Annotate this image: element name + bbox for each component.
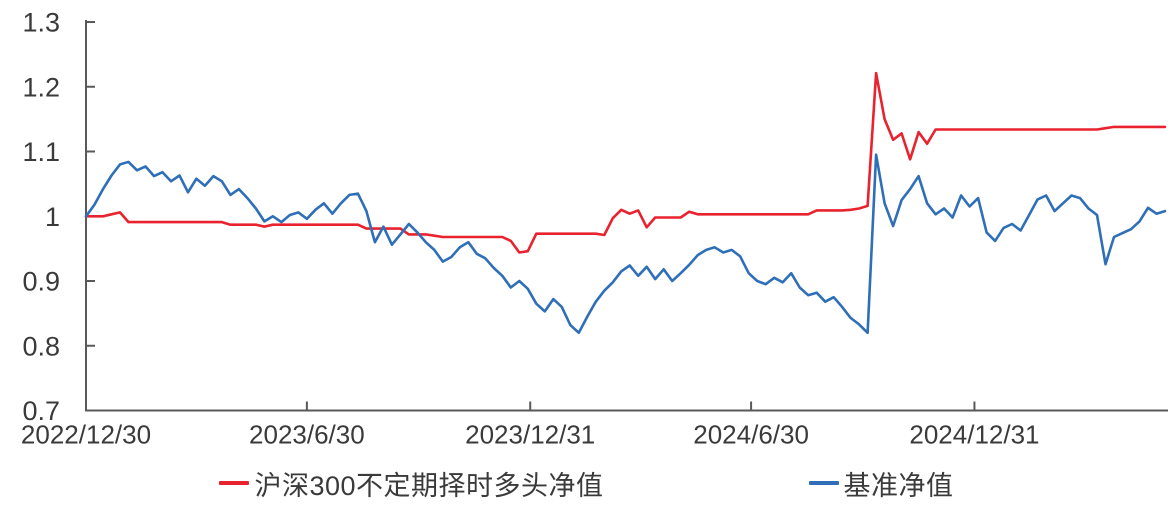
y-tick-label: 0.9 (22, 267, 60, 297)
x-tick-label: 2024/12/31 (909, 420, 1039, 450)
series-line-0 (84, 71, 1167, 254)
chart-legend: 沪深300不定期择时多头净值 基准净值 (0, 458, 1173, 508)
y-tick-label: 1.1 (22, 137, 60, 167)
legend-label-strategy: 沪深300不定期择时多头净值 (254, 470, 604, 501)
y-tick-label: 0.7 (22, 396, 60, 426)
y-tick-label: 1.2 (22, 72, 60, 102)
legend-item-strategy: 沪深300不定期择时多头净值 (219, 464, 603, 503)
legend-label-benchmark: 基准净值 (843, 470, 954, 501)
legend-line-swatch-blue (808, 481, 839, 485)
x-tick-label: 2022/12/30 (21, 420, 151, 450)
legend-item-benchmark: 基准净值 (808, 464, 954, 503)
x-tick-label: 2024/6/30 (693, 420, 809, 450)
series-line-1 (84, 153, 1167, 335)
x-tick-label: 2023/6/30 (249, 420, 365, 450)
legend-line-swatch-red (219, 481, 250, 485)
y-tick-label: 1.3 (22, 8, 60, 38)
y-tick-label: 0.8 (22, 331, 60, 361)
chart-canvas: 0.7 0.8 0.9 1 1.1 1.2 1.3 2022/12/30 2023/6/30 20… (21, 8, 1168, 450)
x-tick-label: 2023/12/31 (465, 420, 595, 450)
y-tick-label: 1 (45, 202, 60, 232)
